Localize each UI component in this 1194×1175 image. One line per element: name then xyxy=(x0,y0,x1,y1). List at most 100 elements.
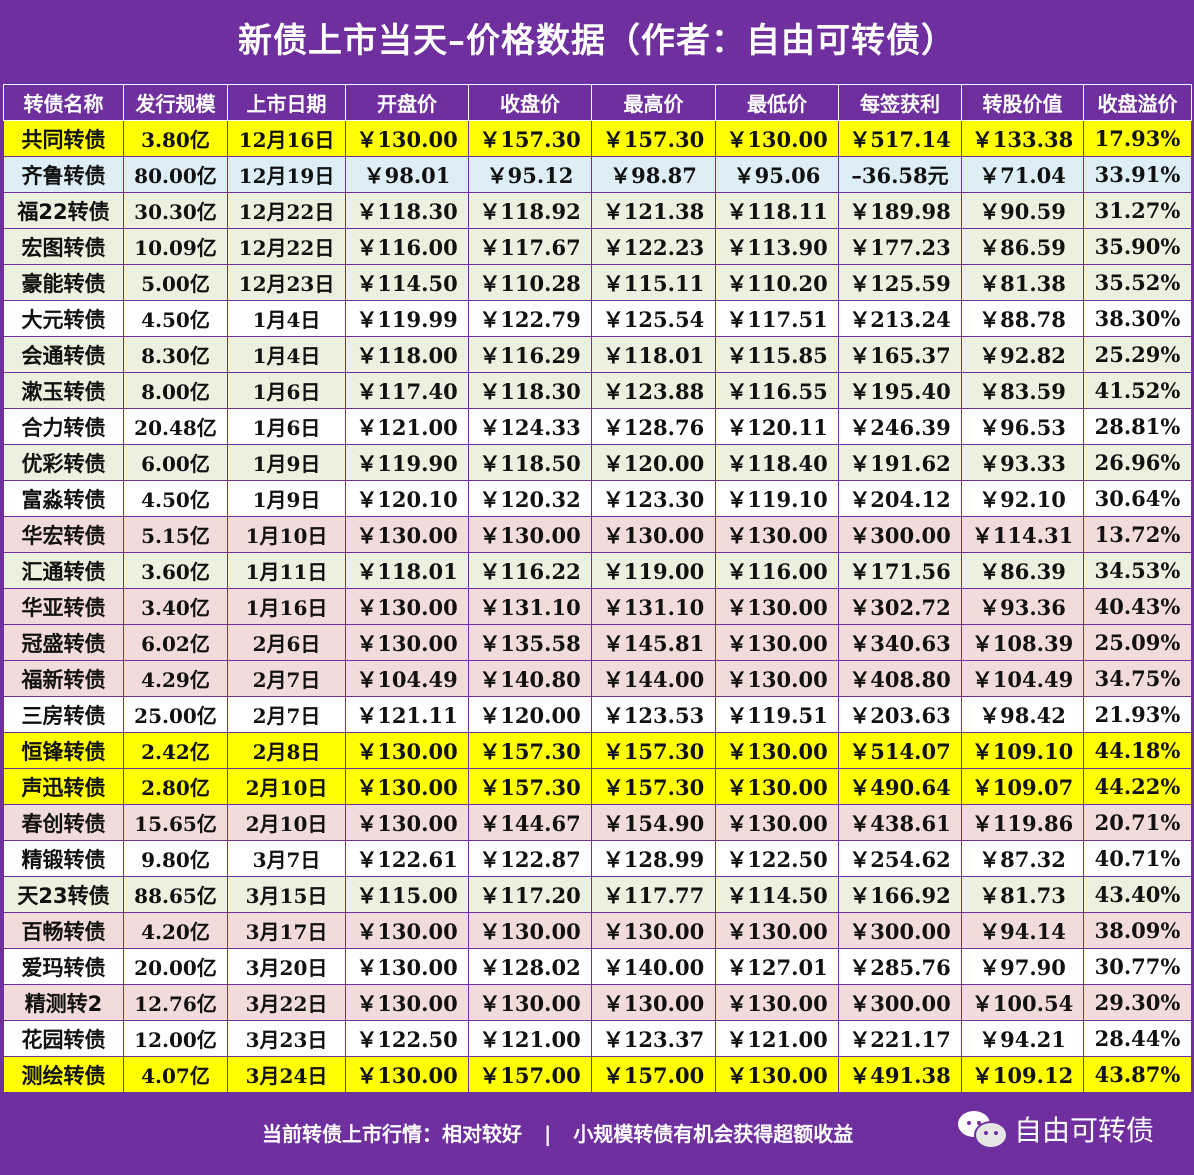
cell-profit: ￥408.80 xyxy=(838,660,962,697)
cell-profit: ￥189.98 xyxy=(838,192,962,229)
cell-profit: ￥300.00 xyxy=(838,912,962,949)
table-row: 天23转债 88.65亿 3月15日 ￥115.00 ￥117.20 ￥117.77 ￥11… xyxy=(3,876,1192,913)
cell-size: 9.80亿 xyxy=(123,840,228,877)
table-body: 共同转债 3.80亿 12月16日 ￥130.00 ￥157.30 ￥157.30 ￥130… xyxy=(3,120,1192,1093)
cell-open: ￥130.00 xyxy=(345,1056,469,1093)
cell-high: ￥123.53 xyxy=(591,696,716,733)
cell-size: 12.00亿 xyxy=(123,1020,228,1057)
cell-profit: ￥195.40 xyxy=(838,372,962,409)
cell-premium: 43.40% xyxy=(1083,876,1192,913)
table-row: 三房转债 25.00亿 2月7日 ￥121.11 ￥120.00 ￥123.53 ￥119.… xyxy=(3,696,1192,733)
cell-premium: 25.09% xyxy=(1083,624,1192,661)
cell-profit: ￥254.62 xyxy=(838,840,962,877)
cell-open: ￥130.00 xyxy=(345,984,469,1021)
table-row: 精测转2 12.76亿 3月22日 ￥130.00 ￥130.00 ￥130.00 ￥130… xyxy=(3,984,1192,1021)
cell-name: 优彩转债 xyxy=(3,444,124,481)
cell-open: ￥122.50 xyxy=(345,1020,469,1057)
cell-date: 2月6日 xyxy=(227,624,346,661)
cell-date: 1月6日 xyxy=(227,408,346,445)
cell-date: 1月9日 xyxy=(227,444,346,481)
col-header-date: 上市日期 xyxy=(227,84,346,121)
cell-open: ￥98.01 xyxy=(345,156,469,193)
cell-premium: 28.81% xyxy=(1083,408,1192,445)
cell-close: ￥117.20 xyxy=(468,876,592,913)
cell-profit: ￥517.14 xyxy=(838,120,962,157)
cell-profit: ￥491.38 xyxy=(838,1056,962,1093)
cell-open: ￥119.99 xyxy=(345,300,469,337)
col-header-premium: 收盘溢价 xyxy=(1083,84,1192,121)
cell-close: ￥122.79 xyxy=(468,300,592,337)
cell-low: ￥130.00 xyxy=(715,1056,839,1093)
cell-size: 80.00亿 xyxy=(123,156,228,193)
table-row: 汇通转债 3.60亿 1月11日 ￥118.01 ￥116.22 ￥119.00 ￥116.… xyxy=(3,552,1192,589)
table-row: 宏图转债 10.09亿 12月22日 ￥116.00 ￥117.67 ￥122.23 ￥11… xyxy=(3,228,1192,265)
cell-conversion-value: ￥83.59 xyxy=(961,372,1084,409)
col-header-profit: 每签获利 xyxy=(838,84,962,121)
cell-open: ￥118.30 xyxy=(345,192,469,229)
cell-conversion-value: ￥109.07 xyxy=(961,768,1084,805)
cell-premium: 25.29% xyxy=(1083,336,1192,373)
cell-high: ￥121.38 xyxy=(591,192,716,229)
cell-size: 6.02亿 xyxy=(123,624,228,661)
cell-profit: –36.58元 xyxy=(838,156,962,193)
cell-date: 3月22日 xyxy=(227,984,346,1021)
cell-conversion-value: ￥94.21 xyxy=(961,1020,1084,1057)
cell-conversion-value: ￥104.49 xyxy=(961,660,1084,697)
cell-low: ￥115.85 xyxy=(715,336,839,373)
cell-name: 齐鲁转债 xyxy=(3,156,124,193)
table-row: 共同转债 3.80亿 12月16日 ￥130.00 ￥157.30 ￥157.30 ￥130… xyxy=(3,120,1192,157)
cell-date: 12月19日 xyxy=(227,156,346,193)
cell-close: ￥128.02 xyxy=(468,948,592,985)
cell-low: ￥130.00 xyxy=(715,660,839,697)
col-header-open: 开盘价 xyxy=(345,84,469,121)
cell-high: ￥123.37 xyxy=(591,1020,716,1057)
cell-conversion-value: ￥92.10 xyxy=(961,480,1084,517)
brand-watermark: 自由可转债 xyxy=(958,1104,1154,1154)
cell-size: 15.65亿 xyxy=(123,804,228,841)
cell-close: ￥135.58 xyxy=(468,624,592,661)
cell-size: 3.80亿 xyxy=(123,120,228,157)
cell-premium: 44.18% xyxy=(1083,732,1192,769)
cell-date: 1月4日 xyxy=(227,336,346,373)
cell-name: 天23转债 xyxy=(3,876,124,913)
cell-premium: 28.44% xyxy=(1083,1020,1192,1057)
cell-open: ￥119.90 xyxy=(345,444,469,481)
cell-open: ￥120.10 xyxy=(345,480,469,517)
cell-close: ￥121.00 xyxy=(468,1020,592,1057)
cell-conversion-value: ￥94.14 xyxy=(961,912,1084,949)
cell-open: ￥122.61 xyxy=(345,840,469,877)
cell-profit: ￥302.72 xyxy=(838,588,962,625)
cell-open: ￥130.00 xyxy=(345,732,469,769)
cell-close: ￥130.00 xyxy=(468,912,592,949)
cell-profit: ￥340.63 xyxy=(838,624,962,661)
cell-size: 2.80亿 xyxy=(123,768,228,805)
cell-conversion-value: ￥119.86 xyxy=(961,804,1084,841)
cell-high: ￥128.76 xyxy=(591,408,716,445)
cell-premium: 34.53% xyxy=(1083,552,1192,589)
cell-name: 宏图转债 xyxy=(3,228,124,265)
cell-premium: 21.93% xyxy=(1083,696,1192,733)
table-row: 精锻转债 9.80亿 3月7日 ￥122.61 ￥122.87 ￥128.99 ￥122.5… xyxy=(3,840,1192,877)
cell-size: 20.48亿 xyxy=(123,408,228,445)
cell-profit: ￥166.92 xyxy=(838,876,962,913)
cell-date: 2月8日 xyxy=(227,732,346,769)
cell-high: ￥123.30 xyxy=(591,480,716,517)
cell-open: ￥115.00 xyxy=(345,876,469,913)
cell-low: ￥110.20 xyxy=(715,264,839,301)
cell-date: 3月7日 xyxy=(227,840,346,877)
cell-premium: 13.72% xyxy=(1083,516,1192,553)
cell-size: 8.00亿 xyxy=(123,372,228,409)
cell-low: ￥114.50 xyxy=(715,876,839,913)
cell-low: ￥116.00 xyxy=(715,552,839,589)
table-row: 漱玉转债 8.00亿 1月6日 ￥117.40 ￥118.30 ￥123.88 ￥116.5… xyxy=(3,372,1192,409)
cell-premium: 38.30% xyxy=(1083,300,1192,337)
cell-profit: ￥203.63 xyxy=(838,696,962,733)
cell-close: ￥140.80 xyxy=(468,660,592,697)
cell-size: 30.30亿 xyxy=(123,192,228,229)
cell-date: 2月7日 xyxy=(227,696,346,733)
cell-high: ￥115.11 xyxy=(591,264,716,301)
cell-profit: ￥204.12 xyxy=(838,480,962,517)
cell-size: 25.00亿 xyxy=(123,696,228,733)
cell-high: ￥131.10 xyxy=(591,588,716,625)
cell-close: ￥95.12 xyxy=(468,156,592,193)
